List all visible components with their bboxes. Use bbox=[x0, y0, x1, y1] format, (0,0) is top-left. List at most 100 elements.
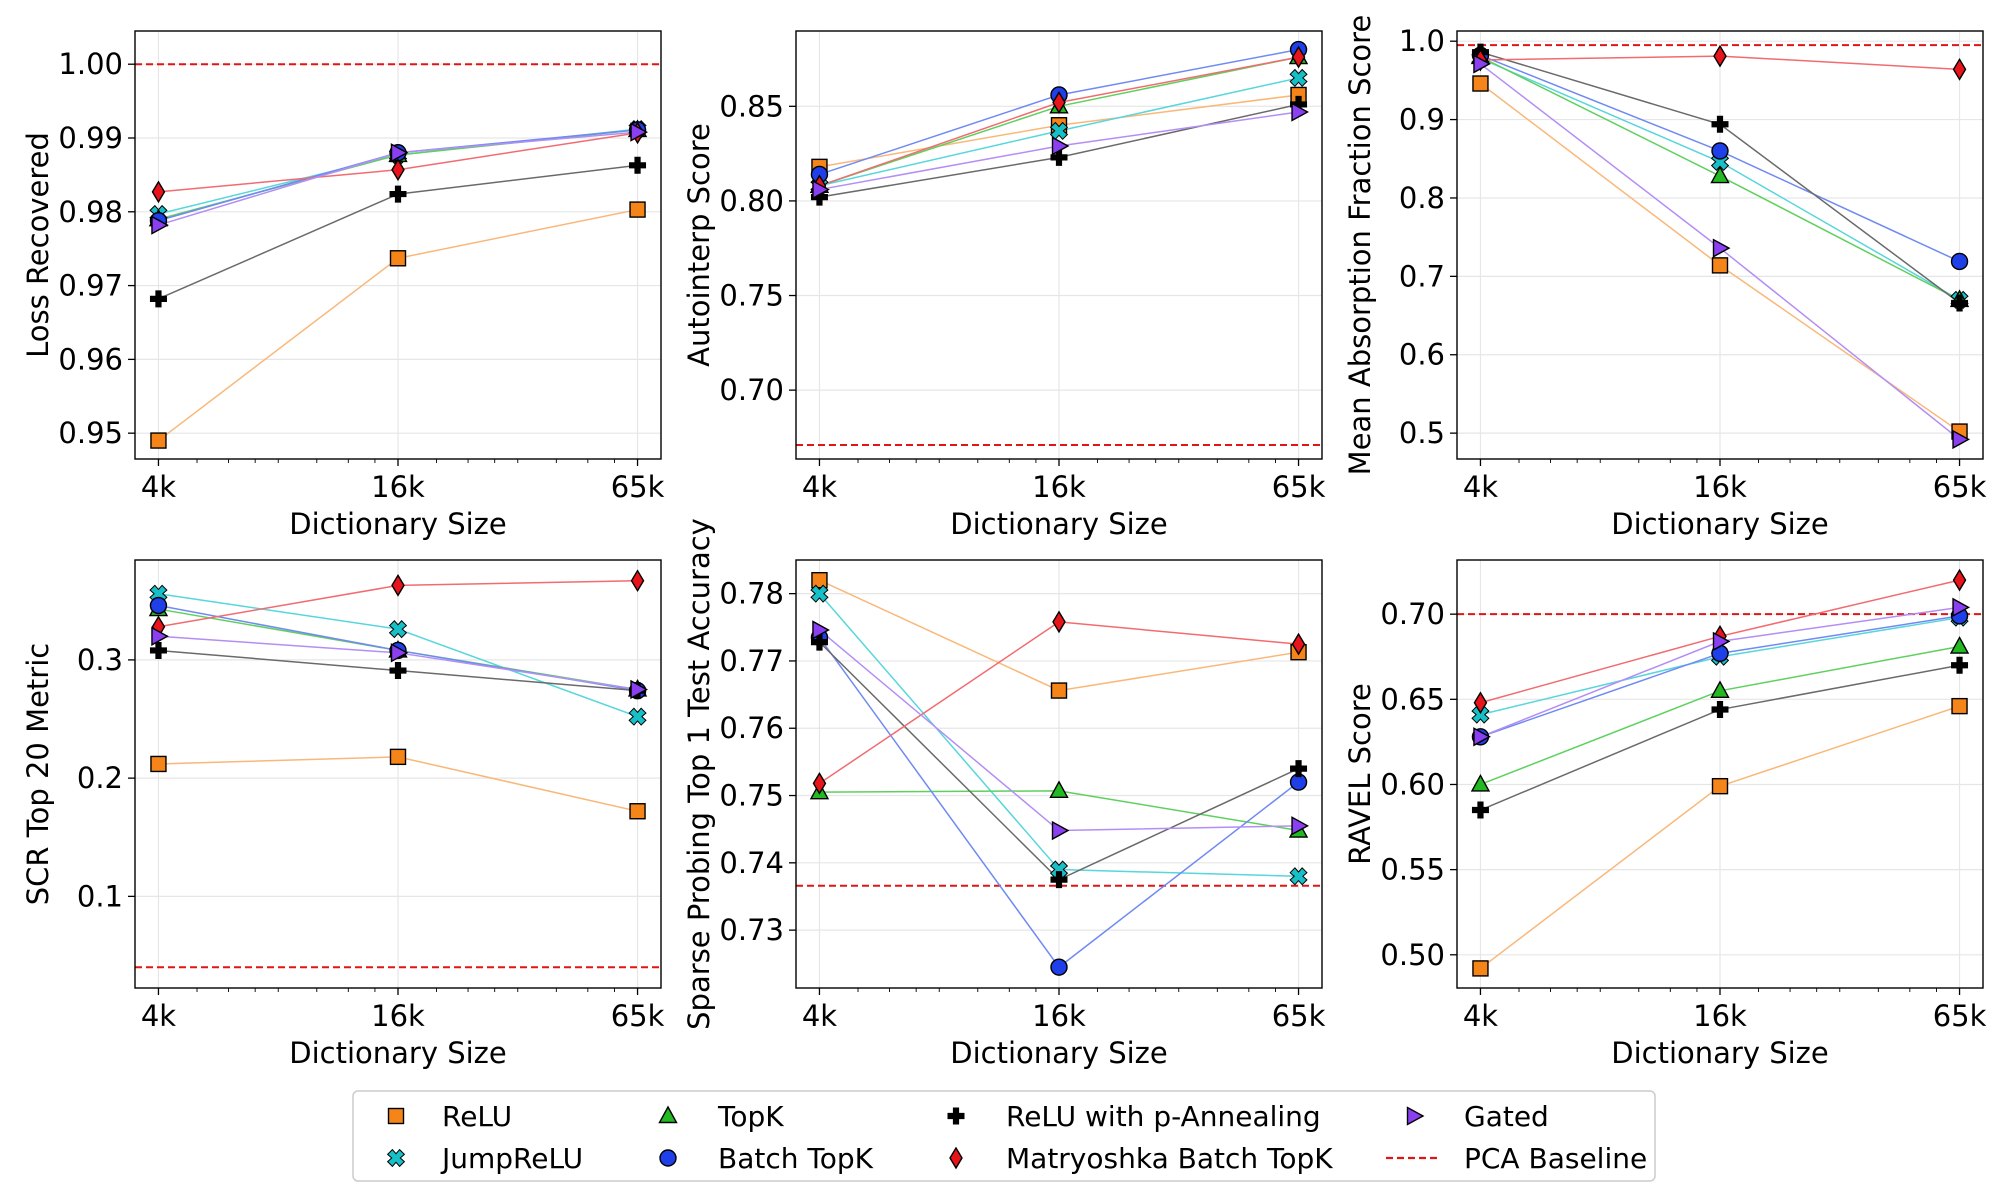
y-tick-label: 0.85 bbox=[719, 89, 784, 123]
x-axis-title: Dictionary Size bbox=[950, 1036, 1168, 1070]
marker-gated-4k bbox=[812, 179, 830, 200]
marker-relupann-4k bbox=[1471, 801, 1489, 819]
legend-label-matryoshka: Matryoshka Batch TopK bbox=[1006, 1142, 1333, 1175]
chart-panel-3: 4k 16k 65k 0.5 0.6 0.7 0.8 0.9 1.0 Dictionary Siz… bbox=[1343, 15, 1987, 541]
legend-entry-relu: ReLU bbox=[387, 1100, 512, 1133]
y-tick-label: 0.95 bbox=[58, 416, 123, 450]
x-tick-label: 4k bbox=[141, 999, 176, 1033]
marker-relupann-65k bbox=[1290, 760, 1308, 778]
marker-gated-16k bbox=[390, 643, 409, 663]
y-axis-title: SCR Top 20 Metric bbox=[21, 643, 55, 905]
legend-entry-pca: PCA Baseline bbox=[1386, 1142, 1647, 1175]
legend-marker-relupann bbox=[947, 1107, 965, 1125]
marker-relupann-16k bbox=[389, 662, 407, 680]
x-tick-label: 65k bbox=[1272, 470, 1326, 504]
y-tick-label: 0.9 bbox=[1399, 103, 1445, 137]
legend-marker-jumprelu bbox=[386, 1148, 406, 1168]
x-tick-label: 65k bbox=[1933, 999, 1987, 1033]
marker-batchtopk-16k bbox=[1711, 142, 1729, 160]
marker-relu-4k bbox=[150, 432, 167, 449]
marker-relupann-65k bbox=[1951, 656, 1969, 674]
marker-matryoshka-16k bbox=[391, 574, 405, 597]
x-tick-label: 4k bbox=[1463, 470, 1498, 504]
y-tick-label: 0.80 bbox=[719, 184, 784, 218]
x-tick-label: 4k bbox=[1463, 999, 1498, 1033]
y-tick-label: 0.65 bbox=[1380, 682, 1445, 716]
marker-jumprelu-65k bbox=[628, 707, 647, 726]
y-tick-label: 0.77 bbox=[719, 644, 784, 678]
marker-relu-65k bbox=[629, 803, 646, 820]
legend: ReLU JumpReLU TopK Batch TopK ReLU with … bbox=[352, 1090, 1656, 1182]
legend-icon-batchtopk bbox=[659, 1149, 677, 1167]
marker-relupann-16k bbox=[1711, 115, 1729, 133]
chart-panel-5: 4k 16k 65k 0.73 0.74 0.75 0.76 0.77 0.78 Dictiona… bbox=[682, 518, 1326, 1070]
y-tick-label: 0.8 bbox=[1399, 181, 1445, 215]
marker-gated-16k bbox=[1712, 238, 1731, 258]
marker-gated-65k bbox=[630, 122, 648, 142]
chart-panel-1: 4k 16k 65k 0.95 0.96 0.97 0.98 0.99 1.00 Dictiona… bbox=[21, 30, 665, 541]
legend-marker-matryoshka bbox=[949, 1146, 963, 1170]
x-tick-label: 16k bbox=[1693, 999, 1747, 1033]
x-tick-label: 4k bbox=[802, 470, 837, 504]
y-axis-title: Mean Absorption Fraction Score bbox=[1343, 15, 1377, 476]
marker-gated-16k bbox=[1712, 631, 1731, 652]
y-tick-label: 0.99 bbox=[58, 121, 123, 155]
marker-matryoshka-65k bbox=[1952, 58, 1967, 81]
x-tick-label: 4k bbox=[802, 999, 837, 1033]
marker-jumprelu-4k bbox=[810, 584, 829, 603]
marker-gated-4k bbox=[1473, 727, 1491, 747]
legend-label-gated: Gated bbox=[1464, 1100, 1549, 1133]
chart-panel-2: 4k 16k 65k 0.70 0.75 0.80 0.85 Dictionary Size A… bbox=[682, 30, 1326, 541]
y-tick-label: 0.76 bbox=[719, 711, 784, 745]
marker-relu-4k bbox=[150, 755, 167, 773]
chart-panel-6: 4k 16k 65k 0.50 0.55 0.60 0.65 0.70 Dictionary S… bbox=[1343, 559, 1987, 1070]
chart-panel-4: 4k 16k 65k 0.1 0.2 0.3 Dictionary Size SCR Top … bbox=[21, 559, 665, 1070]
legend-label-jumprelu: JumpReLU bbox=[440, 1142, 583, 1175]
marker-gated-4k bbox=[151, 215, 169, 235]
y-tick-label: 0.5 bbox=[1399, 416, 1445, 450]
marker-jumprelu-16k bbox=[388, 620, 408, 639]
plot-frame bbox=[795, 559, 1323, 989]
marker-relupann-16k bbox=[389, 185, 407, 203]
x-tick-label: 16k bbox=[371, 999, 425, 1033]
legend-label-batchtopk: Batch TopK bbox=[718, 1142, 874, 1175]
y-tick-label: 0.74 bbox=[719, 846, 784, 880]
legend-label-relu: ReLU bbox=[442, 1100, 512, 1133]
x-axis-title: Dictionary Size bbox=[1611, 1036, 1829, 1070]
x-tick-label: 16k bbox=[1693, 470, 1747, 504]
marker-jumprelu-16k bbox=[1049, 121, 1069, 141]
marker-relu-4k bbox=[1472, 960, 1489, 977]
marker-matryoshka-65k bbox=[1291, 45, 1306, 69]
y-tick-label: 1.00 bbox=[58, 47, 123, 81]
x-axis-title: Dictionary Size bbox=[289, 507, 507, 541]
legend-label-topk: TopK bbox=[717, 1100, 784, 1133]
marker-batchtopk-16k bbox=[1050, 958, 1068, 976]
legend-entry-relupann: ReLU with p-Annealing bbox=[947, 1100, 1321, 1133]
legend-icon-topk bbox=[658, 1105, 678, 1124]
y-axis-title: RAVEL Score bbox=[1343, 683, 1377, 865]
marker-relu-16k bbox=[1050, 682, 1068, 699]
marker-gated-4k bbox=[151, 626, 169, 646]
marker-gated-16k bbox=[1051, 820, 1070, 841]
marker-gated-4k bbox=[1473, 54, 1491, 74]
marker-jumprelu-65k bbox=[1289, 68, 1308, 88]
marker-topk-16k bbox=[1710, 165, 1730, 184]
y-tick-label: 0.50 bbox=[1380, 938, 1445, 972]
marker-relu-16k bbox=[1711, 777, 1729, 795]
legend-box bbox=[352, 1090, 1656, 1182]
marker-relupann-4k bbox=[810, 633, 828, 651]
x-axis-title: Dictionary Size bbox=[1611, 507, 1829, 541]
x-tick-label: 4k bbox=[141, 470, 176, 504]
legend-marker-relu bbox=[387, 1107, 405, 1125]
x-axis-title: Dictionary Size bbox=[289, 1036, 507, 1070]
chart-panels: 4k 16k 65k 0.95 0.96 0.97 0.98 0.99 1.00 Dictiona… bbox=[21, 15, 1987, 1070]
marker-matryoshka-16k bbox=[1052, 610, 1066, 634]
marker-gated-65k bbox=[1291, 102, 1309, 122]
marker-topk-4k bbox=[1470, 774, 1491, 792]
marker-relupann-4k bbox=[149, 641, 167, 659]
x-tick-label: 65k bbox=[1933, 470, 1987, 504]
legend-icon-matryoshka bbox=[949, 1146, 963, 1170]
legend-label-pca: PCA Baseline bbox=[1464, 1142, 1647, 1175]
legend-entry-batchtopk: Batch TopK bbox=[659, 1142, 874, 1175]
